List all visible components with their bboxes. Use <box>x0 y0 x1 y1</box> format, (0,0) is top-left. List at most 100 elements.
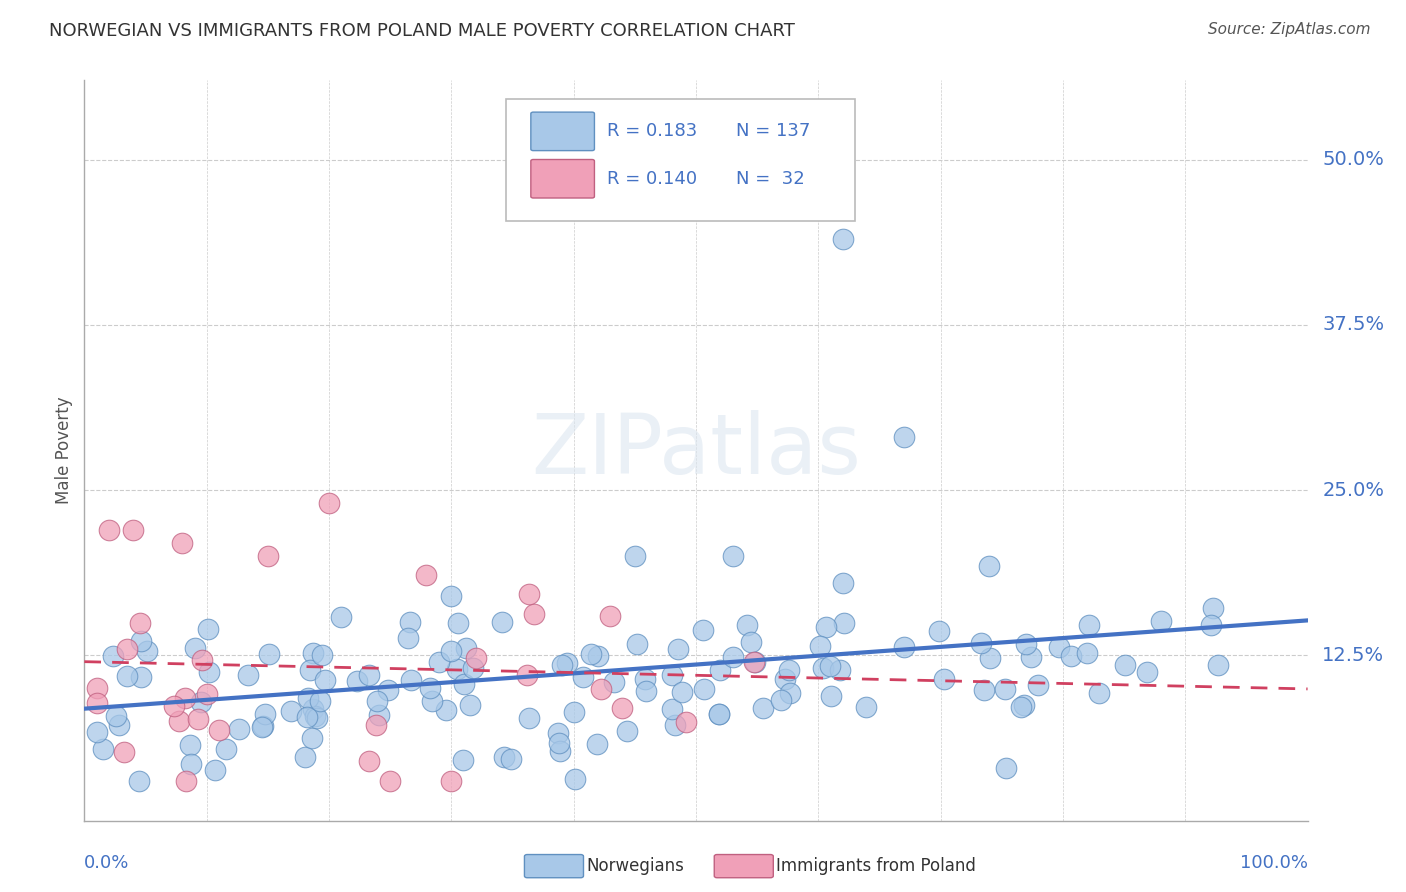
Point <box>979 650 1001 665</box>
Point <box>198 665 221 679</box>
Point <box>257 549 280 564</box>
Point <box>115 642 138 657</box>
Point <box>304 709 326 723</box>
Point <box>742 656 765 670</box>
Point <box>163 698 186 713</box>
Point <box>616 723 638 738</box>
Point <box>744 655 766 669</box>
Point <box>831 232 853 246</box>
Text: 37.5%: 37.5% <box>1322 316 1385 334</box>
FancyBboxPatch shape <box>531 112 595 151</box>
Point <box>636 684 658 698</box>
Point <box>401 673 423 687</box>
Point <box>183 640 205 655</box>
Point <box>399 615 422 630</box>
Point <box>254 706 277 721</box>
Point <box>302 646 325 660</box>
Point <box>979 558 1001 573</box>
Point <box>440 590 463 604</box>
Point <box>454 641 477 656</box>
Point <box>548 736 571 750</box>
Point <box>115 668 138 682</box>
Point <box>447 615 470 630</box>
Text: 25.0%: 25.0% <box>1322 481 1385 500</box>
Point <box>446 662 468 676</box>
Point <box>252 719 274 733</box>
Point <box>250 720 273 734</box>
Point <box>187 712 209 726</box>
Point <box>494 750 516 764</box>
Point <box>624 549 647 564</box>
Point <box>367 708 389 723</box>
Text: 50.0%: 50.0% <box>1322 150 1384 169</box>
Point <box>180 757 202 772</box>
Point <box>579 647 602 661</box>
Point <box>191 653 214 667</box>
Text: Norwegians: Norwegians <box>586 857 685 875</box>
Point <box>461 660 484 674</box>
Point <box>832 616 855 631</box>
Point <box>1060 649 1083 664</box>
Point <box>1202 600 1225 615</box>
FancyBboxPatch shape <box>506 99 855 221</box>
Point <box>129 670 152 684</box>
Text: 12.5%: 12.5% <box>1322 646 1385 665</box>
Point <box>994 681 1017 696</box>
Point <box>709 706 731 721</box>
Text: R = 0.183: R = 0.183 <box>606 122 697 140</box>
Point <box>1088 685 1111 699</box>
Point <box>396 631 419 645</box>
Point <box>346 673 368 688</box>
Point <box>419 681 441 695</box>
Point <box>547 725 569 739</box>
Point <box>301 731 323 745</box>
Point <box>357 754 380 768</box>
Point <box>1199 617 1222 632</box>
Point <box>586 649 609 664</box>
Point <box>709 663 731 677</box>
Point <box>174 774 197 789</box>
Point <box>259 647 281 661</box>
Point <box>1136 665 1159 680</box>
Y-axis label: Male Poverty: Male Poverty <box>55 397 73 504</box>
Point <box>779 686 801 700</box>
Point <box>828 663 851 677</box>
Point <box>297 691 319 706</box>
Point <box>101 648 124 663</box>
Point <box>1077 618 1099 632</box>
Point <box>634 672 657 686</box>
Point <box>813 661 835 675</box>
Point <box>311 648 333 662</box>
Point <box>517 587 540 601</box>
Point <box>330 609 353 624</box>
Point <box>855 700 877 714</box>
Point <box>740 635 762 649</box>
Point <box>190 695 212 709</box>
Point <box>709 126 731 140</box>
Point <box>557 656 579 670</box>
Point <box>995 761 1018 775</box>
Point <box>970 636 993 650</box>
Point <box>298 663 321 677</box>
Point <box>589 682 612 697</box>
Point <box>280 704 302 718</box>
Point <box>721 549 744 564</box>
Point <box>1019 649 1042 664</box>
Point <box>499 751 522 765</box>
Text: Immigrants from Poland: Immigrants from Poland <box>776 857 976 875</box>
Point <box>128 774 150 789</box>
Point <box>380 774 402 789</box>
Point <box>709 707 731 722</box>
Point <box>107 718 129 732</box>
Point <box>1076 647 1098 661</box>
Point <box>735 617 758 632</box>
Point <box>465 651 488 665</box>
Point <box>318 496 340 510</box>
Point <box>427 656 450 670</box>
Point <box>197 622 219 636</box>
Point <box>603 675 626 690</box>
Point <box>1026 678 1049 692</box>
Point <box>820 690 842 704</box>
Point <box>366 694 388 708</box>
Point <box>1015 637 1038 651</box>
